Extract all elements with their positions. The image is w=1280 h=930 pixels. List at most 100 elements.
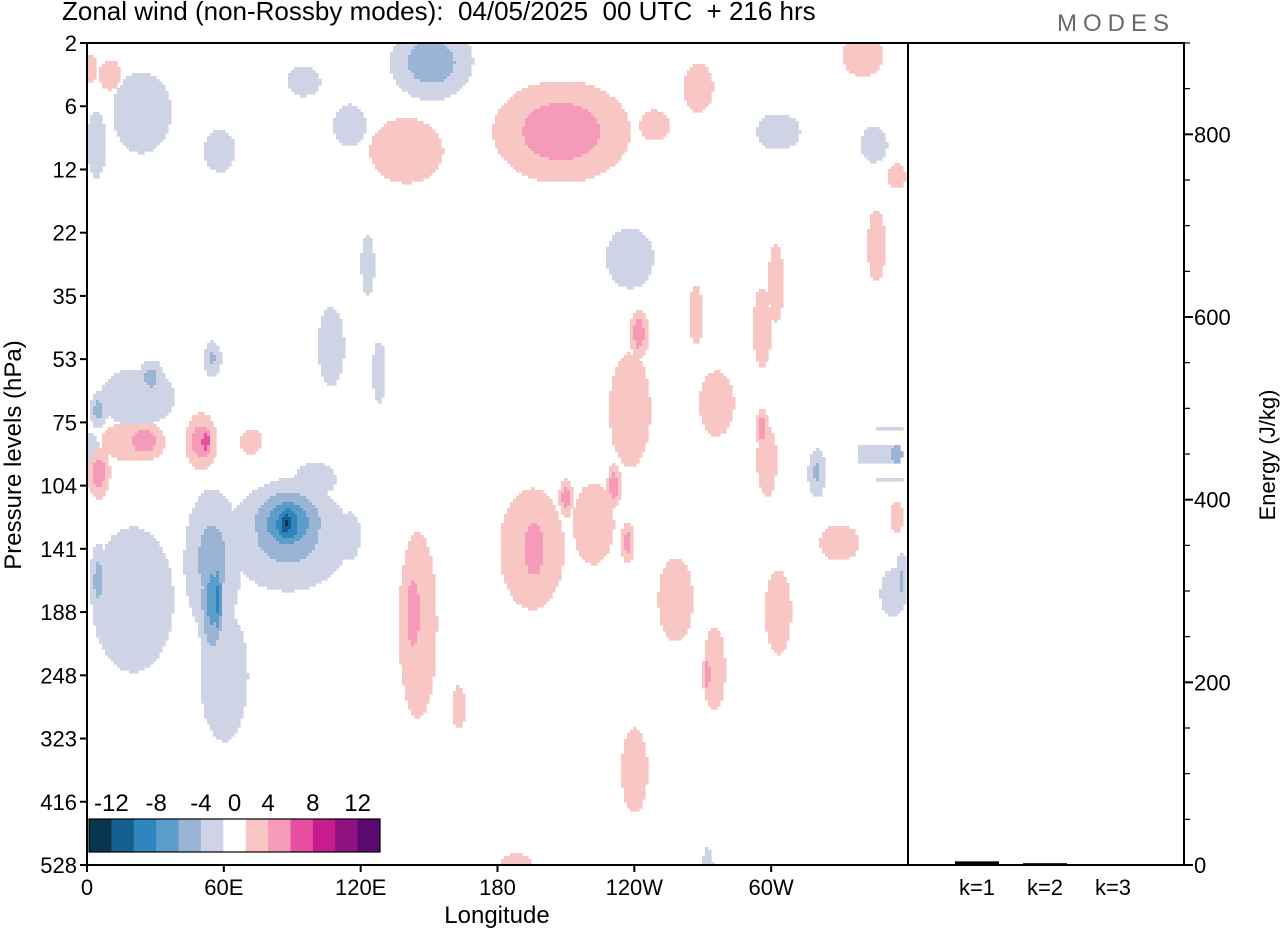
field-cell [87,127,106,131]
field-cell [543,547,565,551]
field-cell [93,547,103,551]
field-cell [903,586,907,590]
colorbar-swatch [312,819,336,852]
field-cell [600,136,631,140]
field-cell [576,538,613,542]
field-cell [501,535,526,539]
field-cell [699,397,736,401]
x-tick-label: 0 [81,875,93,900]
field-cell [414,76,448,80]
field-cell [693,289,700,293]
field-cell [114,94,169,98]
field-cell [411,583,418,587]
field-cell [633,316,646,320]
colorbar-swatch [335,819,359,852]
field-cell [360,268,376,272]
field-cell [561,487,565,491]
field-cell [198,631,205,635]
field-cell [612,442,646,446]
field-cell [201,493,223,497]
field-cell [666,565,688,569]
field-cell [204,613,208,617]
field-cell [321,322,343,326]
field-cell [207,448,211,452]
field-cell [567,505,574,509]
field-cell [900,574,904,578]
field-cell [261,547,316,551]
field-cell [699,400,736,404]
field-cell [606,259,655,263]
field-cell [402,670,436,674]
field-cell [255,517,268,521]
field-cell [267,586,310,590]
field-cell [291,70,316,74]
field-cell [201,649,247,653]
field-cell [609,400,652,404]
field-cell [114,124,169,128]
field-cell [156,373,166,377]
field-cell [93,613,172,617]
field-cell [396,79,421,83]
field-cell [636,322,643,326]
field-cell [363,247,373,251]
field-cell [891,448,901,452]
field-cell [120,529,145,533]
field-cell [657,598,694,602]
field-cell [201,640,208,644]
colorbar-swatch [111,819,135,852]
field-cell [573,508,613,512]
field-cell [660,586,694,590]
field-cell [108,427,160,431]
field-cell [273,508,286,512]
field-cell [372,355,385,359]
field-cell [87,67,97,71]
field-cell [702,673,706,677]
field-cell [876,478,904,482]
field-cell [93,397,175,401]
field-cell [843,55,883,59]
colorbar-swatch [245,819,269,852]
field-cell [198,634,208,638]
field-cell [417,583,436,587]
field-cell [528,565,541,569]
field-cell [318,535,361,539]
field-cell [105,472,112,476]
field-cell [282,589,295,593]
field-cell [207,160,232,164]
field-cell [120,370,148,374]
field-cell [294,475,337,479]
field-cell [111,376,145,380]
field-cell [816,448,820,452]
field-cell [147,370,157,374]
field-cell [210,355,217,359]
field-cell [192,442,202,446]
field-cell [87,481,94,485]
field-cell [198,454,208,458]
field-cell [600,127,631,131]
field-cell [201,646,247,650]
field-cell [609,391,649,395]
field-cell [753,328,772,332]
field-cell [192,613,205,617]
field-cell [456,685,460,689]
field-cell [276,559,301,563]
field-cell [195,616,205,620]
field-cell [342,106,358,110]
field-cell [87,463,91,467]
field-cell [417,43,445,47]
field-cell [399,649,436,653]
field-cell [87,157,106,161]
field-cell [216,355,223,359]
field-cell [585,559,601,563]
field-cell [687,103,709,107]
field-cell [219,580,226,584]
field-cell [822,535,859,539]
field-cell [417,631,436,635]
field-cell [630,325,634,329]
field-cell [327,307,334,311]
field-cell [765,601,793,605]
field-cell [657,592,694,596]
field-cell [102,574,172,578]
field-cell [756,469,778,473]
field-cell [612,472,616,476]
